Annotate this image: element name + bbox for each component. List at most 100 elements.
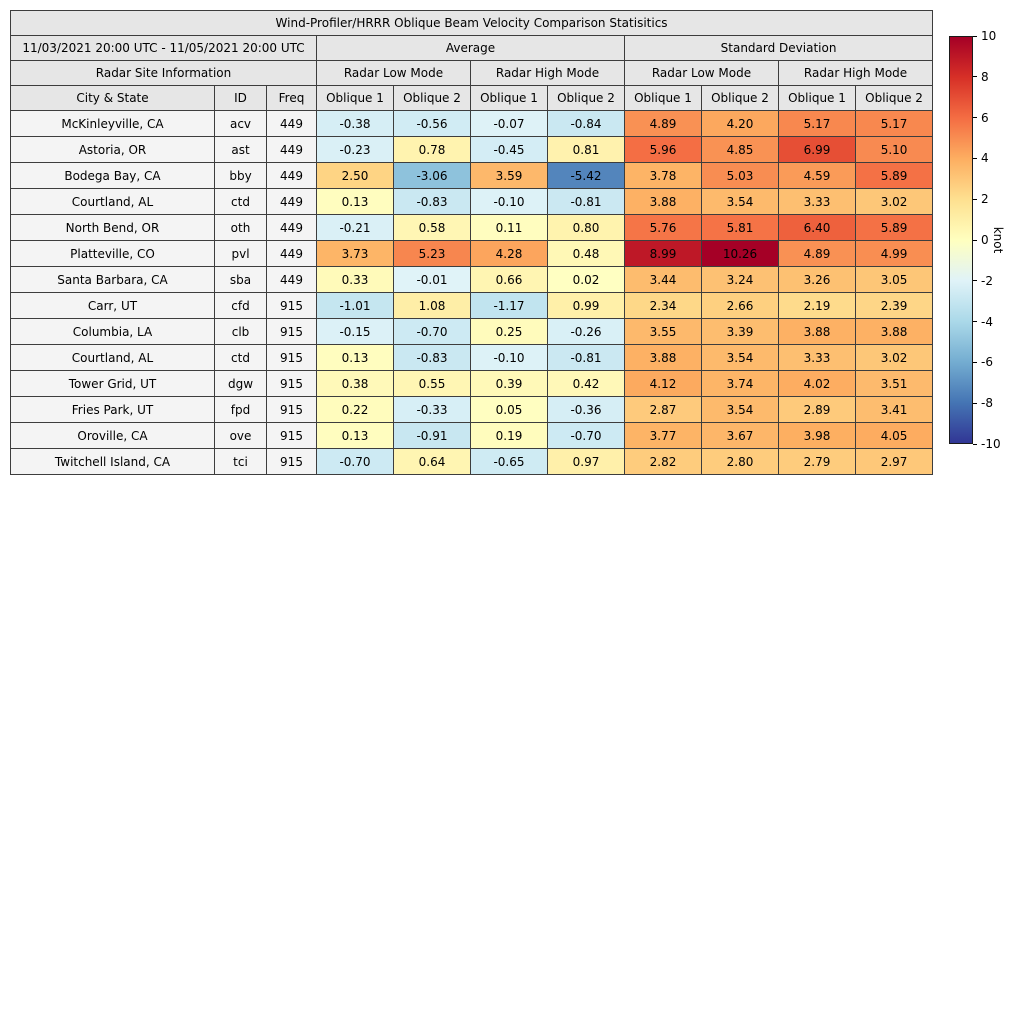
colorbar-unit-label: knot [991,226,1005,254]
cell-value: 5.03 [701,162,779,189]
mode-header-avg-low: Radar Low Mode [316,60,471,86]
cell-value: 3.33 [778,344,856,371]
col-header-oblique: Oblique 1 [624,85,702,111]
cell-city: Courtland, AL [10,344,215,371]
cell-value: 3.78 [624,162,702,189]
cell-id: oth [214,214,267,241]
cell-id: bby [214,162,267,189]
tick-mark [973,117,977,119]
tick-label: -10 [981,437,1001,451]
cell-value: -0.65 [470,448,548,475]
table-row: Oroville, CA ove 915 0.13 -0.91 0.19 -0.70 3.77… [10,422,934,449]
title-row: Wind-Profiler/HRRR Oblique Beam Velocity… [9,10,934,36]
cell-value: 3.88 [624,188,702,215]
mode-header-std-high: Radar High Mode [777,60,934,86]
cell-value: 4.59 [778,162,856,189]
colorbar: 10 8 6 4 2 0 -2 -4 -6 -8 -10 knot [949,29,1024,451]
table-row: Twitchell Island, CA tci 915 -0.70 0.64 -0.65… [10,448,934,475]
cell-value: -0.91 [393,422,471,449]
cell-value: -0.21 [316,214,394,241]
colorbar-tick: 10 [973,29,996,43]
colorbar-tick: 4 [973,151,989,165]
cell-value: -1.01 [316,292,394,319]
tick-mark [973,443,977,445]
cell-value: 3.39 [701,318,779,345]
cell-value: 3.77 [624,422,702,449]
cell-value: 8.99 [624,240,702,267]
mode-header-std-low: Radar Low Mode [624,60,779,86]
tick-label: 6 [981,110,989,125]
col-header-oblique: Oblique 1 [316,85,394,111]
cell-city: Fries Park, UT [10,396,215,423]
cell-value: 2.34 [624,292,702,319]
cell-freq: 915 [266,396,317,423]
cell-value: 2.50 [316,162,394,189]
cell-value: -0.70 [316,448,394,475]
cell-value: 0.42 [547,370,625,397]
cell-value: 0.66 [470,266,548,293]
tick-label: -8 [981,396,993,411]
cell-id: dgw [214,370,267,397]
cell-value: 3.54 [701,344,779,371]
table-row: Astoria, OR ast 449 -0.23 0.78 -0.45 0.81 5.96 4… [10,136,934,163]
colorbar-tick: -4 [973,315,993,329]
cell-value: 5.89 [854,162,934,189]
cell-value: -0.81 [547,188,625,215]
cell-value: 2.66 [701,292,779,319]
col-header-oblique: Oblique 1 [778,85,856,111]
colorbar-tick: -2 [973,274,993,288]
tick-mark [973,239,977,241]
group-header-row: 11/03/2021 20:00 UTC - 11/05/2021 20:00 … [10,35,934,61]
col-header-oblique: Oblique 2 [701,85,779,111]
cell-value: 10.26 [701,240,779,267]
cell-value: 3.88 [624,344,702,371]
cell-value: 1.08 [393,292,471,319]
cell-value: 2.79 [778,448,856,475]
cell-city: McKinleyville, CA [10,110,215,137]
cell-value: -0.84 [547,110,625,137]
tick-label: 4 [981,151,989,166]
tick-label: 10 [981,29,997,43]
cell-value: 3.05 [854,266,934,293]
cell-value: -0.01 [393,266,471,293]
cell-id: cfd [214,292,267,319]
table-title: Wind-Profiler/HRRR Oblique Beam Velocity… [9,10,934,36]
cell-value: 0.22 [316,396,394,423]
cell-value: 3.88 [778,318,856,345]
cell-value: 2.97 [854,448,934,475]
cell-freq: 915 [266,318,317,345]
table-row: Courtland, AL ctd 449 0.13 -0.83 -0.10 -0.81 3.… [10,188,934,215]
cell-id: ove [214,422,267,449]
cell-value: 2.80 [701,448,779,475]
cell-value: 0.38 [316,370,394,397]
col-header-city: City & State [10,85,215,111]
stddev-header: Standard Deviation [623,35,934,61]
cell-value: -0.26 [547,318,625,345]
colorbar-ticks: 10 8 6 4 2 0 -2 -4 -6 -8 -10 [973,29,1013,451]
tick-mark [973,321,977,323]
cell-id: ctd [214,344,267,371]
table-row: Santa Barbara, CA sba 449 0.33 -0.01 0.66 0.02… [10,266,934,293]
table-row: Fries Park, UT fpd 915 0.22 -0.33 0.05 -0.36 2.… [10,396,934,423]
cell-value: 3.51 [854,370,934,397]
cell-value: -0.56 [393,110,471,137]
cell-value: -0.45 [470,136,548,163]
cell-freq: 449 [266,240,317,267]
date-range-header: 11/03/2021 20:00 UTC - 11/05/2021 20:00 … [10,35,317,61]
colorbar-tick: 0 [973,233,989,247]
cell-value: -0.33 [393,396,471,423]
cell-value: 0.11 [470,214,548,241]
cell-value: 5.10 [854,136,934,163]
table-row: North Bend, OR oth 449 -0.21 0.58 0.11 0.80 5.7… [10,214,934,241]
table-row: Columbia, LA clb 915 -0.15 -0.70 0.25 -0.26 3.5… [10,318,934,345]
cell-value: 2.39 [854,292,934,319]
mode-header-row: Radar Site Information Radar Low Mode Ra… [10,60,934,86]
cell-value: -0.23 [316,136,394,163]
cell-value: 3.98 [778,422,856,449]
tick-label: 8 [981,69,989,84]
cell-city: Santa Barbara, CA [10,266,215,293]
colorbar-tick: -6 [973,355,993,369]
colorbar-tick: 2 [973,192,989,206]
cell-city: Astoria, OR [10,136,215,163]
cell-id: fpd [214,396,267,423]
